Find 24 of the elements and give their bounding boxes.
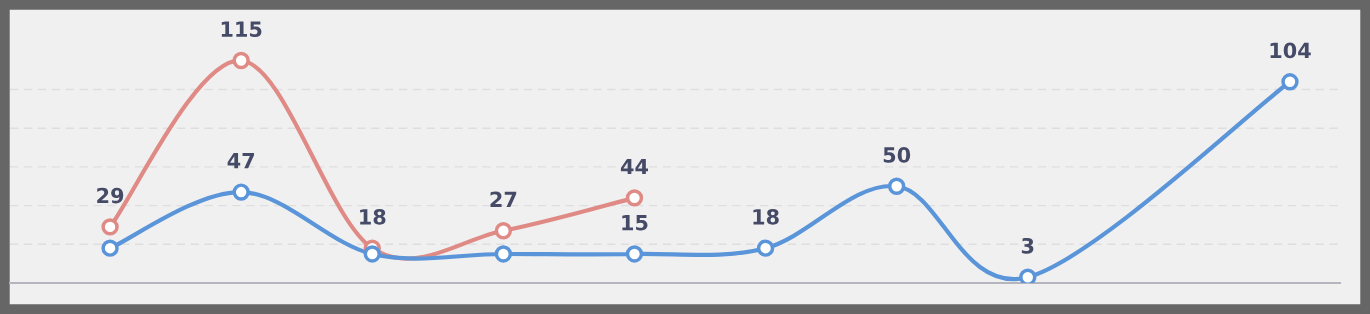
point (363, 245, 381, 263)
data-label: 18 (360, 208, 386, 225)
data-label: 104 (1270, 42, 1311, 59)
data-label: 29 (97, 187, 124, 204)
data-label: 3 (1021, 237, 1034, 254)
point (1281, 73, 1299, 91)
data-label: 44 (620, 158, 649, 175)
point (1019, 268, 1037, 283)
point (494, 245, 513, 263)
data-label: 50 (883, 147, 911, 163)
point (756, 239, 775, 257)
point (887, 177, 906, 195)
data-label: 15 (622, 215, 648, 231)
data-label: 47 (227, 153, 255, 169)
data-label: 115 (221, 21, 262, 38)
point (232, 51, 250, 70)
point (101, 218, 119, 236)
point (232, 183, 250, 201)
point (625, 189, 644, 207)
point (625, 245, 644, 263)
data-label: 18 (753, 208, 779, 225)
point (101, 239, 119, 257)
point (494, 222, 513, 240)
data-label: 27 (490, 191, 517, 207)
